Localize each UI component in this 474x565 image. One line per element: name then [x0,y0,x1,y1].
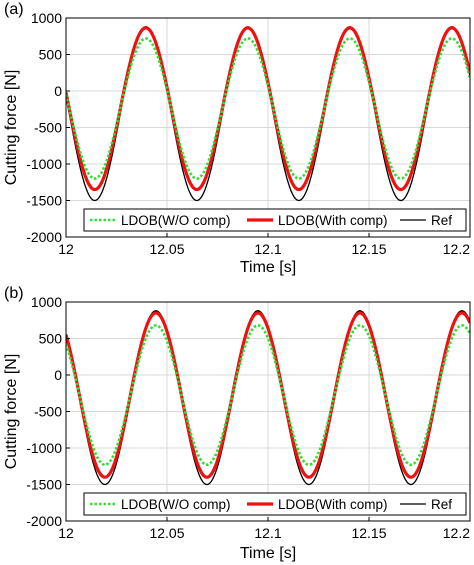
legend: LDOB(W/O comp) LDOB(With comp) Ref [83,492,467,516]
legend-entry-label: LDOB(W/O comp) [121,497,231,512]
legend: LDOB(W/O comp) LDOB(With comp) Ref [83,208,467,232]
y-tick-label: -2000 [26,513,62,529]
legend-entry-label: Ref [431,213,452,228]
legend-entry-label: LDOB(With comp) [278,497,388,512]
x-axis-label: Time [s] [240,259,296,276]
y-tick-label: 500 [39,331,63,347]
y-tick-label: -2000 [26,229,62,245]
y-tick-label: -1500 [26,193,62,209]
chart-panel-a: 12 12.05 12.1 12.15 12.2 -2000 -1500 -1000 -500 0… [3,1,471,276]
x-tick-label: 12.15 [351,525,386,541]
x-tick-label: 12.2 [443,525,470,541]
y-tick-label: -500 [34,120,62,136]
chart-panel-b: 12 12.05 12.1 12.15 12.2 -2000 -1500 -1000 -500 0… [3,285,471,562]
x-tick-label: 12.05 [149,525,184,541]
legend-entry-label: LDOB(With comp) [278,213,388,228]
series-line-with-comp [66,311,470,479]
x-tick-label: 12 [58,241,74,257]
y-tick-label: -500 [34,404,62,420]
y-axis-label: Cutting force [N] [3,354,20,470]
y-axis-label: Cutting force [N] [3,70,20,186]
x-tick-label: 12 [58,525,74,541]
y-tick-label: 0 [54,83,62,99]
y-tick-label: -1000 [26,156,62,172]
y-tick-label: 1000 [31,294,62,310]
series-group [66,310,470,486]
x-tick-label: 12.2 [443,241,470,257]
series-line-wo-comp [66,37,470,180]
x-axis-label: Time [s] [240,545,296,562]
legend-entry-label: LDOB(W/O comp) [121,213,231,228]
y-tick-label: -1500 [26,477,62,493]
series-group [66,26,470,202]
x-tick-label: 12.05 [149,241,184,257]
legend-entry-label: Ref [431,497,452,512]
y-tick-label: 500 [39,47,63,63]
x-tick-label: 12.15 [351,241,386,257]
y-tick-label: 0 [54,367,62,383]
panel-label: (b) [4,285,24,302]
x-tick-label: 12.1 [254,241,281,257]
series-line-wo-comp [66,324,470,467]
y-tick-label: 1000 [31,10,62,26]
legend-box [83,492,467,516]
legend-box [83,208,467,232]
y-tick-label: -1000 [26,440,62,456]
x-tick-label: 12.1 [254,525,281,541]
panel-label: (a) [4,1,24,18]
